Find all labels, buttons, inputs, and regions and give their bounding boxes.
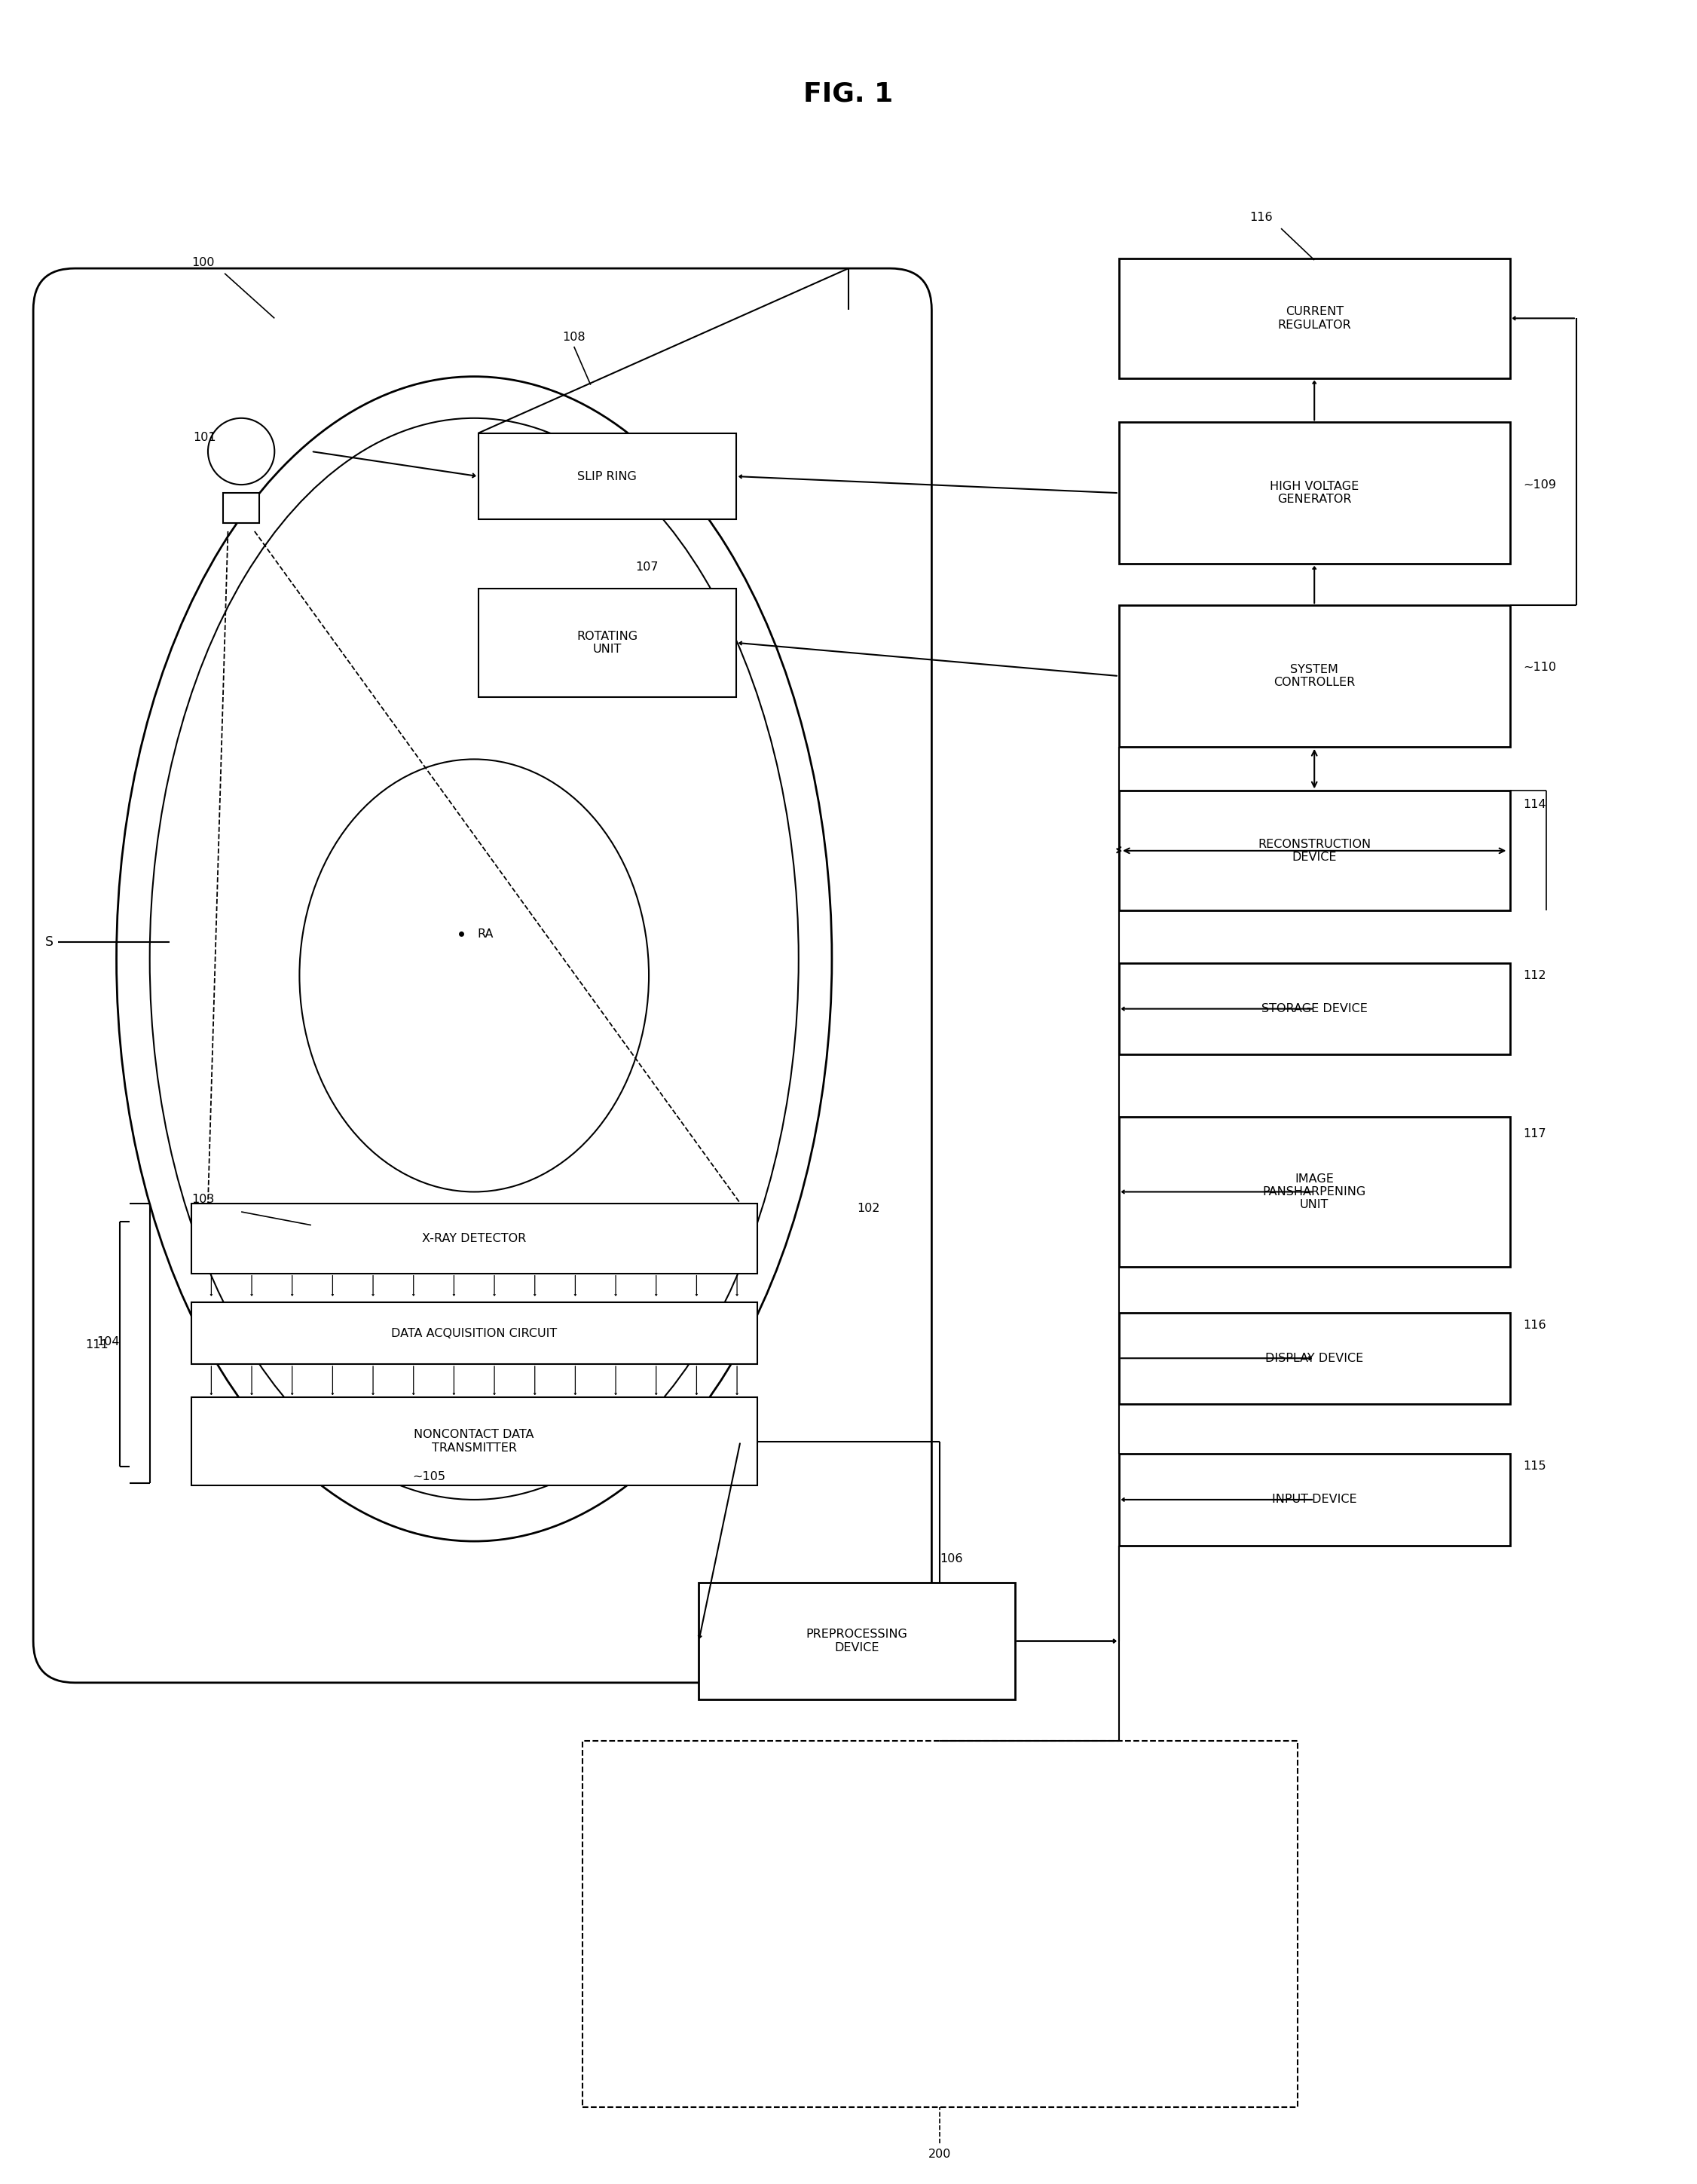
FancyBboxPatch shape: [34, 269, 932, 1682]
Text: RECONSTRUCTION
DEVICE: RECONSTRUCTION DEVICE: [1257, 839, 1371, 863]
Text: 112: 112: [1524, 970, 1546, 981]
Text: 106: 106: [940, 1553, 962, 1564]
Text: 104: 104: [97, 1337, 120, 1348]
FancyBboxPatch shape: [192, 1398, 757, 1485]
FancyBboxPatch shape: [582, 1741, 1298, 2108]
Ellipse shape: [299, 760, 648, 1192]
Text: HIGH VOLTAGE
GENERATOR: HIGH VOLTAGE GENERATOR: [1269, 480, 1359, 505]
Text: NONCONTACT DATA
TRANSMITTER: NONCONTACT DATA TRANSMITTER: [414, 1428, 535, 1455]
Text: DATA ACQUISITION CIRCUIT: DATA ACQUISITION CIRCUIT: [392, 1328, 557, 1339]
Text: CURRENT
REGULATOR: CURRENT REGULATOR: [1278, 306, 1351, 330]
Text: 116: 116: [1249, 212, 1273, 223]
Text: 200: 200: [928, 2149, 952, 2160]
FancyBboxPatch shape: [1118, 1116, 1510, 1267]
Text: 111: 111: [85, 1339, 109, 1350]
Text: 107: 107: [636, 561, 658, 572]
Text: INPUT DEVICE: INPUT DEVICE: [1273, 1494, 1358, 1505]
Text: SYSTEM
CONTROLLER: SYSTEM CONTROLLER: [1273, 664, 1356, 688]
FancyBboxPatch shape: [479, 590, 736, 697]
FancyBboxPatch shape: [1118, 1455, 1510, 1546]
Text: ~109: ~109: [1524, 478, 1556, 491]
Text: ROTATING
UNIT: ROTATING UNIT: [577, 631, 638, 655]
Text: X-RAY DETECTOR: X-RAY DETECTOR: [423, 1232, 526, 1245]
Text: RA: RA: [477, 928, 494, 939]
Text: 102: 102: [857, 1203, 879, 1214]
Text: PREPROCESSING
DEVICE: PREPROCESSING DEVICE: [806, 1629, 908, 1653]
FancyBboxPatch shape: [1118, 963, 1510, 1055]
Text: DISPLAY DEVICE: DISPLAY DEVICE: [1266, 1352, 1363, 1363]
Text: 103: 103: [192, 1195, 214, 1206]
Text: FIG. 1: FIG. 1: [804, 81, 893, 107]
FancyBboxPatch shape: [1118, 258, 1510, 378]
FancyBboxPatch shape: [222, 494, 260, 522]
Text: 114: 114: [1524, 799, 1546, 810]
FancyBboxPatch shape: [699, 1583, 1015, 1699]
Text: 115: 115: [1524, 1461, 1546, 1472]
Text: 116: 116: [1524, 1319, 1546, 1330]
FancyBboxPatch shape: [192, 1203, 757, 1273]
Circle shape: [209, 417, 275, 485]
Text: ~110: ~110: [1524, 662, 1556, 673]
Text: 117: 117: [1524, 1127, 1546, 1140]
Text: STORAGE DEVICE: STORAGE DEVICE: [1261, 1002, 1368, 1013]
Text: IMAGE
PANSHARPENING
UNIT: IMAGE PANSHARPENING UNIT: [1263, 1173, 1366, 1210]
FancyBboxPatch shape: [192, 1302, 757, 1365]
Text: SLIP RING: SLIP RING: [577, 472, 636, 483]
FancyBboxPatch shape: [1118, 422, 1510, 563]
FancyBboxPatch shape: [479, 432, 736, 520]
Text: S: S: [44, 935, 53, 950]
FancyBboxPatch shape: [1118, 1313, 1510, 1404]
FancyBboxPatch shape: [1118, 791, 1510, 911]
Text: 108: 108: [562, 332, 585, 343]
Text: 101: 101: [193, 432, 216, 443]
FancyBboxPatch shape: [1118, 605, 1510, 747]
Text: 100: 100: [192, 258, 214, 269]
Text: ~105: ~105: [412, 1472, 446, 1483]
